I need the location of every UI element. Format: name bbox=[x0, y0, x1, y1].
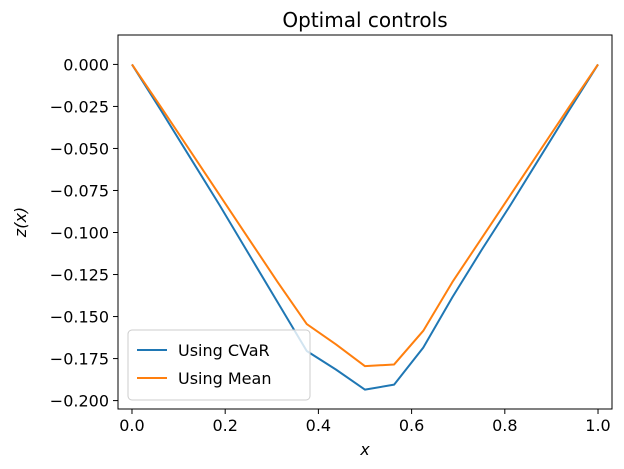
y-tick-label: −0.100 bbox=[50, 224, 109, 243]
legend-box bbox=[127, 329, 311, 401]
legend-label-1: Using Mean bbox=[178, 369, 271, 388]
plot-frame bbox=[117, 34, 613, 410]
y-tick-label: −0.200 bbox=[50, 392, 109, 411]
x-tick-label: 0.8 bbox=[492, 416, 517, 435]
chart-title: Optimal controls bbox=[282, 8, 447, 32]
x-tick-label: 1.0 bbox=[585, 416, 610, 435]
y-tick-label: −0.125 bbox=[50, 266, 109, 285]
y-tick-label: −0.175 bbox=[50, 350, 109, 369]
legend: Using CVaR Using Mean bbox=[127, 329, 311, 401]
y-tick-label: −0.025 bbox=[50, 97, 109, 116]
series-line-1 bbox=[131, 63, 599, 368]
x-tick-label: 0.0 bbox=[119, 416, 144, 435]
y-tick-label: 0.000 bbox=[63, 55, 109, 74]
plot-area bbox=[117, 34, 613, 410]
y-tick-label: −0.150 bbox=[50, 308, 109, 327]
y-axis-label: z(x) bbox=[11, 207, 30, 238]
x-tick-label: 0.4 bbox=[306, 416, 331, 435]
y-tick-label: −0.050 bbox=[50, 139, 109, 158]
series-line-0 bbox=[131, 63, 599, 391]
y-axis-ticks: 0.000 −0.025 −0.050 −0.075 −0.100 −0.125 −0.15… bbox=[50, 55, 118, 411]
x-axis-ticks: 0.0 0.2 0.4 0.6 0.8 1.0 bbox=[119, 409, 611, 435]
y-tick-label: −0.075 bbox=[50, 181, 109, 200]
x-tick-label: 0.2 bbox=[212, 416, 237, 435]
legend-label-0: Using CVaR bbox=[178, 341, 270, 360]
x-axis-label: x bbox=[359, 440, 370, 459]
x-tick-label: 0.6 bbox=[399, 416, 424, 435]
